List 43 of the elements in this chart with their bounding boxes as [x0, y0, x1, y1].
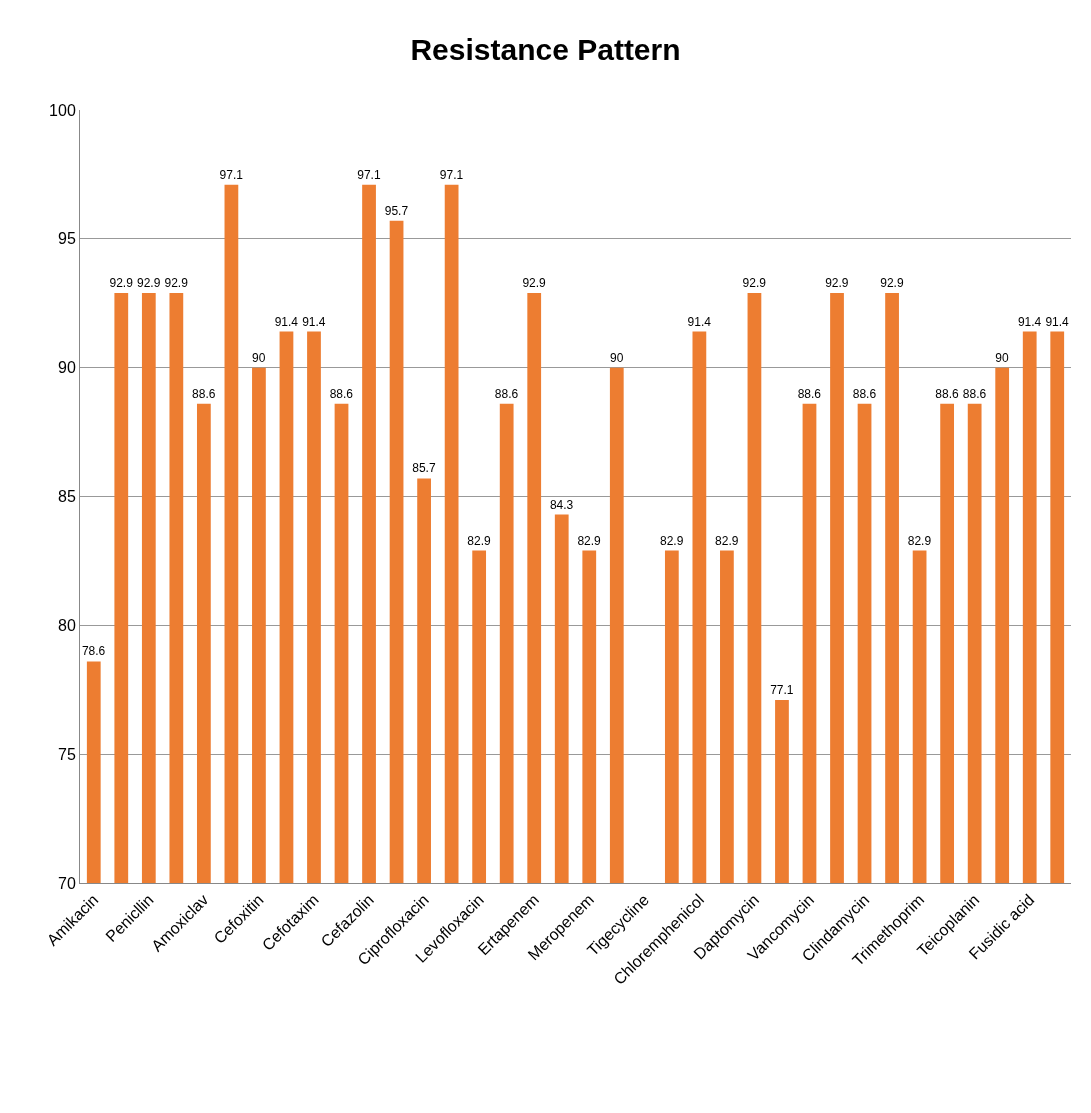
data-label: 82.9	[577, 533, 602, 548]
data-label: 92.9	[522, 275, 547, 290]
data-label: 92.9	[742, 275, 767, 290]
data-label: 77.1	[770, 683, 794, 698]
data-label: 88.6	[852, 386, 877, 401]
data-label: 92.9	[880, 275, 904, 290]
data-label: 82.9	[715, 533, 739, 548]
data-label: 97.1	[357, 167, 381, 182]
data-label: 90	[995, 350, 1010, 365]
data-label: 95.7	[384, 203, 409, 218]
data-label: 91.4	[274, 314, 299, 329]
data-label: 91.4	[1017, 314, 1042, 329]
y-tick-label: 95	[58, 230, 76, 248]
data-label: 91.4	[687, 314, 712, 329]
data-label: 88.6	[962, 386, 987, 401]
y-tick-label: 75	[58, 745, 76, 763]
y-tick-label: 85	[58, 488, 76, 506]
data-label: 88.6	[329, 386, 354, 401]
data-label: 92.9	[825, 275, 849, 290]
data-label: 82.9	[467, 533, 491, 548]
data-label: 97.1	[219, 167, 244, 182]
data-label: 88.6	[192, 386, 216, 401]
data-label: 92.9	[136, 275, 161, 290]
data-label: 90	[609, 350, 624, 365]
y-tick-label: 100	[49, 101, 76, 119]
data-label: 91.4	[302, 314, 326, 329]
data-label: 82.9	[907, 533, 932, 548]
data-label: 85.7	[412, 461, 436, 476]
data-label: 90	[252, 350, 266, 365]
data-label: 78.6	[81, 644, 106, 659]
data-label: 84.3	[549, 497, 574, 512]
y-tick-label: 70	[58, 874, 76, 892]
data-label: 92.9	[109, 275, 134, 290]
y-tick-label: 80	[58, 616, 76, 634]
y-tick-label: 90	[58, 359, 76, 377]
data-label: 92.9	[164, 275, 189, 290]
data-label: 88.6	[494, 386, 519, 401]
data-label: 88.6	[935, 386, 959, 401]
data-label: 88.6	[797, 386, 822, 401]
data-label: 82.9	[660, 533, 684, 548]
data-label: 97.1	[439, 167, 464, 182]
chart-title: Resistance Pattern	[410, 32, 681, 66]
data-label: 91.4	[1045, 314, 1070, 329]
